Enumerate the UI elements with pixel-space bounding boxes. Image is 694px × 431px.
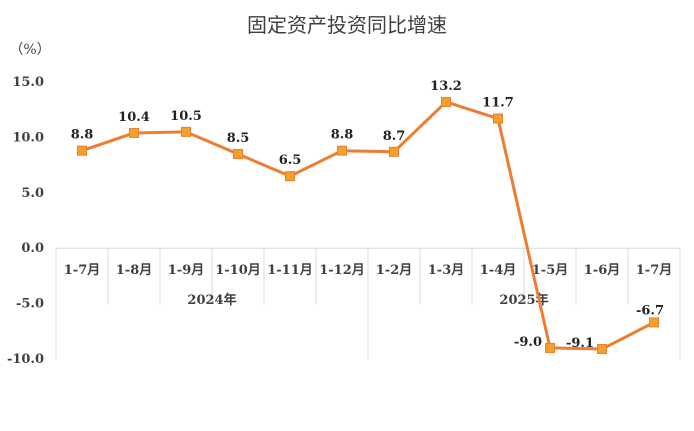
data-point	[389, 146, 399, 157]
data-label: 8.7	[383, 129, 406, 144]
x-tick-label: 1-12月	[319, 263, 365, 278]
data-label: 10.4	[118, 110, 150, 125]
y-tick-label: 15.0	[12, 75, 44, 90]
data-label: -9.0	[514, 335, 542, 350]
x-tick-label: 1-8月	[116, 263, 153, 278]
data-label: 8.8	[71, 128, 94, 143]
x-tick-label: 1-7月	[64, 263, 101, 278]
data-point	[285, 171, 295, 182]
data-label: 13.2	[430, 79, 462, 94]
x-tick-label: 1-10月	[215, 263, 261, 278]
y-tick-label: -10.0	[7, 352, 44, 367]
x-tick-label: 1-6月	[584, 263, 621, 278]
x-tick-label: 1-7月	[636, 263, 673, 278]
series-line	[81, 100, 655, 351]
x-tick-label: 1-4月	[480, 263, 517, 278]
data-point	[337, 145, 347, 156]
plot-area	[77, 96, 659, 355]
x-group-label: 2024年	[187, 292, 236, 308]
x-tick-label: 1-5月	[532, 263, 569, 278]
y-unit-label: （%）	[9, 42, 50, 58]
data-label: -6.7	[636, 303, 664, 318]
data-point	[649, 317, 659, 328]
y-axis: 15.0 10.0 5.0 0.0 -5.0 -10.0	[7, 75, 44, 367]
y-tick-label: 0.0	[21, 241, 44, 256]
data-label: 8.5	[227, 131, 250, 146]
data-point	[77, 145, 87, 156]
y-tick-label: -5.0	[16, 297, 44, 312]
x-axis: 1-7月 1-8月 1-9月 1-10月 1-11月 1-12月 1-2月 1-3月 1-4月 1…	[55, 247, 681, 359]
data-label: 8.8	[331, 128, 354, 143]
data-label: 6.5	[279, 153, 302, 168]
data-point	[441, 96, 451, 107]
x-group-label: 2025年	[499, 292, 548, 308]
y-tick-label: 10.0	[12, 130, 44, 145]
data-point	[129, 127, 139, 138]
x-tick-label: 1-2月	[376, 263, 413, 278]
chart-title: 固定资产投资同比增速	[247, 13, 447, 37]
data-label: 10.5	[170, 109, 202, 124]
x-tick-label: 1-11月	[267, 263, 313, 278]
data-point	[493, 113, 503, 124]
data-point	[233, 149, 243, 160]
data-label: 11.7	[482, 96, 514, 111]
data-label: -9.1	[566, 336, 594, 351]
x-tick-label: 1-3月	[428, 263, 465, 278]
data-point	[545, 342, 555, 353]
y-tick-label: 5.0	[21, 186, 44, 201]
data-point	[181, 126, 191, 137]
x-tick-label: 1-9月	[168, 263, 205, 278]
data-point	[597, 344, 607, 355]
data-labels: 8.8 10.4 10.5 8.5 6.5 8.8 8.7 13.2 11.7 -9.0 -9.1 -…	[71, 79, 664, 351]
